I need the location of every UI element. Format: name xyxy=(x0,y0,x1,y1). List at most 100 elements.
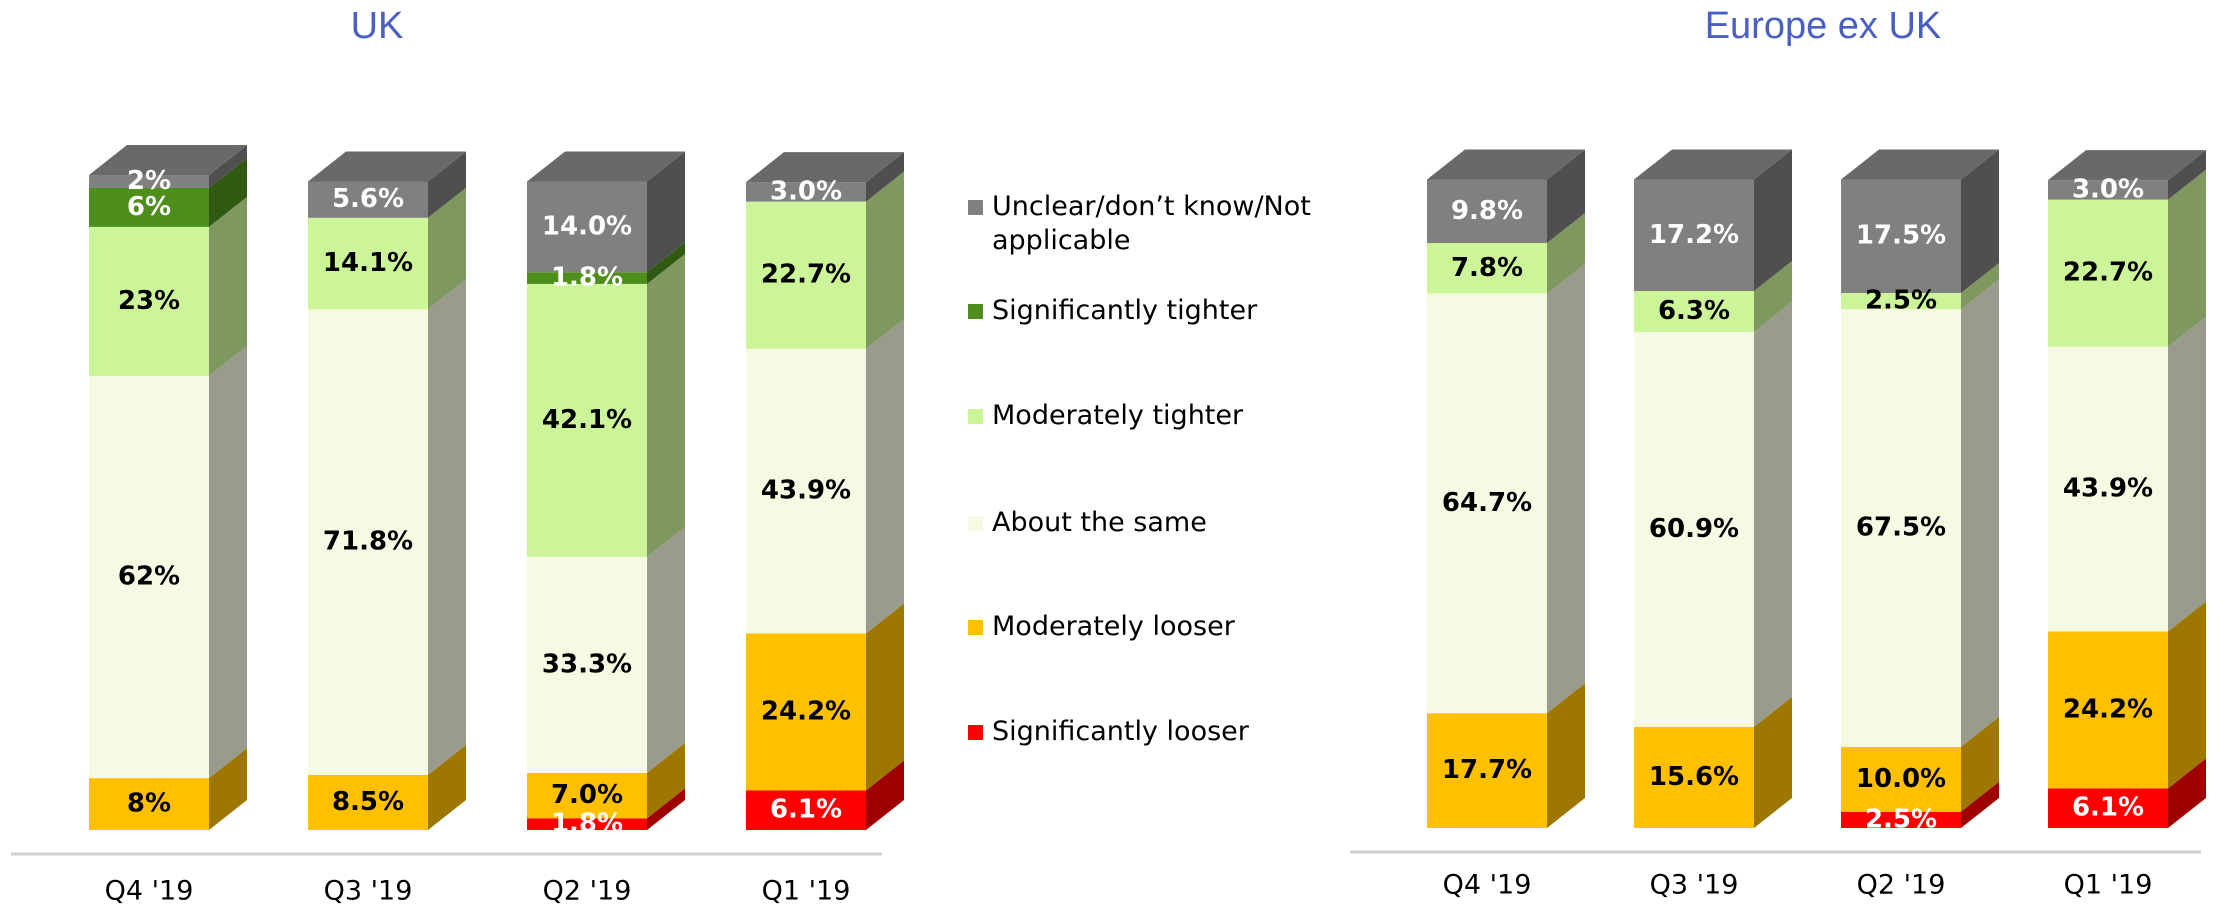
data-label: 3.0% xyxy=(770,176,842,206)
data-label: 33.3% xyxy=(542,649,632,679)
bar-segment xyxy=(1841,262,1999,310)
bar-front xyxy=(2048,346,2168,632)
legend-label: Moderately tighter xyxy=(992,400,1244,431)
bar-front xyxy=(1427,293,1547,714)
bar-front xyxy=(89,778,209,830)
bar-front xyxy=(746,790,866,830)
bar-top xyxy=(2048,150,2206,181)
data-label: 6.3% xyxy=(1658,296,1730,326)
bar-front xyxy=(527,283,647,557)
data-label: 2.5% xyxy=(1865,286,1937,316)
bar-segment xyxy=(1427,263,1585,714)
bar-front xyxy=(2048,180,2168,200)
bar-side xyxy=(1547,263,1585,714)
data-label: 1.8% xyxy=(551,263,623,293)
bar-side xyxy=(209,196,247,377)
data-label: 71.8% xyxy=(323,527,413,557)
bar-segment xyxy=(2048,758,2206,828)
bar-front xyxy=(1841,309,1961,747)
legend-label: About the same xyxy=(992,507,1207,538)
bar-side xyxy=(647,788,685,830)
data-label: 6.1% xyxy=(770,795,842,825)
data-label: 7.0% xyxy=(551,780,623,810)
bar-side xyxy=(209,346,247,779)
bar-segment xyxy=(746,603,904,791)
bar-front xyxy=(1841,292,1961,310)
data-label: 67.5% xyxy=(1856,513,1946,543)
data-label: 15.6% xyxy=(1649,762,1739,792)
legend-swatch xyxy=(968,409,983,424)
bar-side xyxy=(2168,150,2206,200)
bar-segment xyxy=(527,742,685,819)
bar-side xyxy=(647,526,685,773)
bar-segment xyxy=(2048,169,2206,347)
bar-segment xyxy=(1841,781,1999,828)
bar-segment xyxy=(89,145,247,188)
bar-front xyxy=(746,633,866,791)
bar-side xyxy=(1961,262,1999,310)
bar-side xyxy=(866,318,904,634)
bar-segment xyxy=(1634,696,1792,828)
bar-segment xyxy=(527,151,685,273)
bar-front xyxy=(746,201,866,349)
bar-front xyxy=(527,272,647,284)
bar-front xyxy=(1427,243,1547,294)
x-tick-label: Q3 '19 xyxy=(1650,870,1739,901)
data-label: 3.0% xyxy=(2072,174,2144,204)
bar-front xyxy=(89,175,209,188)
legend-item: Moderately looser xyxy=(968,610,1368,644)
bar-front xyxy=(2048,788,2168,828)
x-tick-label: Q3 '19 xyxy=(324,876,413,907)
legend-label: Significantly tighter xyxy=(992,295,1258,326)
bar-side xyxy=(647,253,685,557)
bar-front xyxy=(527,181,647,273)
data-label: 6% xyxy=(127,192,171,222)
bar-segment xyxy=(527,253,685,557)
bar-segment xyxy=(2048,601,2206,789)
legend-item: Significantly looser xyxy=(968,715,1368,749)
data-label: 9.8% xyxy=(1451,196,1523,226)
bar-segment xyxy=(308,279,466,775)
bar-front xyxy=(308,309,428,775)
bar-side xyxy=(647,742,685,819)
legend-label: Significantly looser xyxy=(992,716,1249,747)
legend-swatch xyxy=(968,725,983,740)
data-label: 17.7% xyxy=(1442,755,1532,785)
bar-segment xyxy=(1841,279,1999,747)
data-label: 24.2% xyxy=(2063,694,2153,724)
x-tick-label: Q2 '19 xyxy=(1857,870,1946,901)
bar-side xyxy=(647,151,685,273)
legend-label: Unclear/don’t know/Not applicable xyxy=(992,191,1311,256)
bar-segment xyxy=(527,242,685,284)
data-label: 60.9% xyxy=(1649,514,1739,544)
data-label: 8% xyxy=(127,789,171,819)
bar-side xyxy=(2168,601,2206,789)
legend-swatch xyxy=(968,304,983,319)
bar-front xyxy=(746,182,866,202)
bar-side xyxy=(866,760,904,830)
legend-item: Unclear/don’t know/Not applicable xyxy=(968,190,1368,258)
bar-side xyxy=(1961,149,1999,293)
bar-segment xyxy=(1634,149,1792,292)
bar-segment xyxy=(1841,716,1999,812)
bar-side xyxy=(1547,683,1585,828)
bar-segment xyxy=(746,318,904,634)
bar-segment xyxy=(527,526,685,773)
bar-segment xyxy=(746,152,904,202)
data-label: 8.5% xyxy=(332,787,404,817)
data-label: 2% xyxy=(127,166,171,196)
bar-top xyxy=(308,151,466,182)
bar-top xyxy=(1427,149,1585,180)
bar-segment xyxy=(1427,149,1585,244)
data-label: 42.1% xyxy=(542,405,632,435)
bar-side xyxy=(428,187,466,310)
bar-front xyxy=(1634,331,1754,727)
bar-front xyxy=(1634,291,1754,332)
data-label: 43.9% xyxy=(2063,474,2153,504)
bar-front xyxy=(89,226,209,377)
bar-side xyxy=(866,152,904,202)
bar-side xyxy=(209,157,247,227)
bar-front xyxy=(1841,746,1961,812)
chart-title: Europe ex UK xyxy=(1705,5,1942,47)
